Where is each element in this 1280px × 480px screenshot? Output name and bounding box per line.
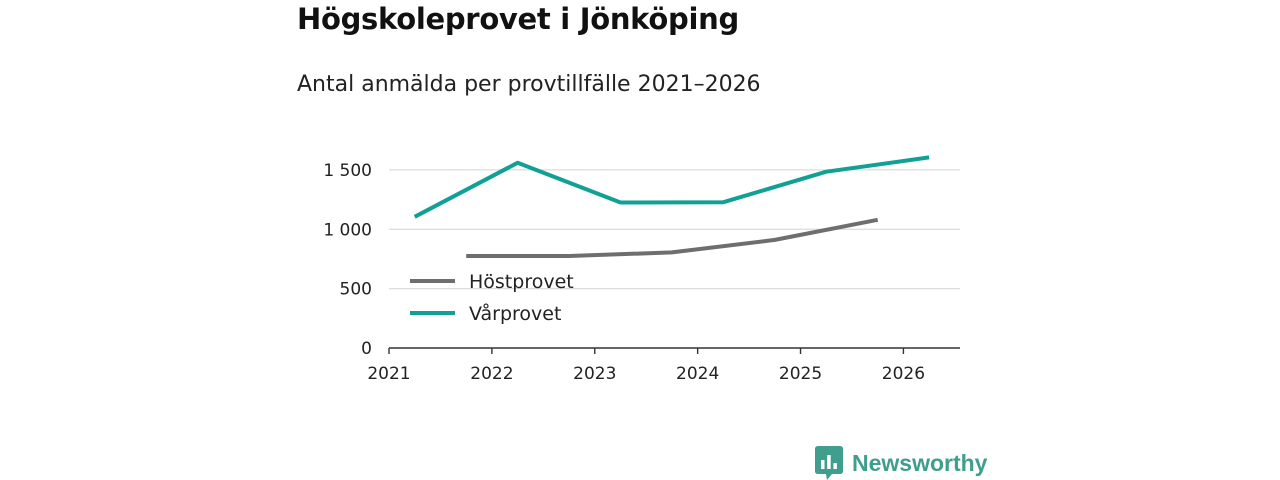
- y-tick-label: 0: [361, 339, 372, 359]
- x-tick-label: 2021: [367, 364, 410, 384]
- chart-title: Högskoleprovet i Jönköping: [297, 2, 739, 36]
- newsworthy-brand: Newsworthy: [815, 446, 987, 480]
- x-tick-label: 2026: [882, 364, 925, 384]
- legend-label-hostprovet: Höstprovet: [469, 271, 574, 293]
- series-line-hostprovet: [466, 217, 879, 258]
- newsworthy-logo-icon: [815, 446, 843, 480]
- y-tick-label: 1 000: [323, 220, 372, 240]
- brand-name: Newsworthy: [852, 449, 988, 476]
- x-tick-label: 2023: [573, 364, 616, 384]
- x-tick-label: 2025: [779, 364, 822, 384]
- chart-subtitle: Antal anmälda per provtillfälle 2021–202…: [297, 72, 761, 97]
- x-tick-label: 2024: [676, 364, 719, 384]
- y-tick-label: 500: [340, 280, 372, 300]
- legend-label-varprovet: Vårprovet: [469, 302, 561, 325]
- x-tick-label: 2022: [470, 364, 513, 384]
- series-line-varprovet: [413, 155, 930, 219]
- y-tick-label: 1 500: [323, 161, 372, 181]
